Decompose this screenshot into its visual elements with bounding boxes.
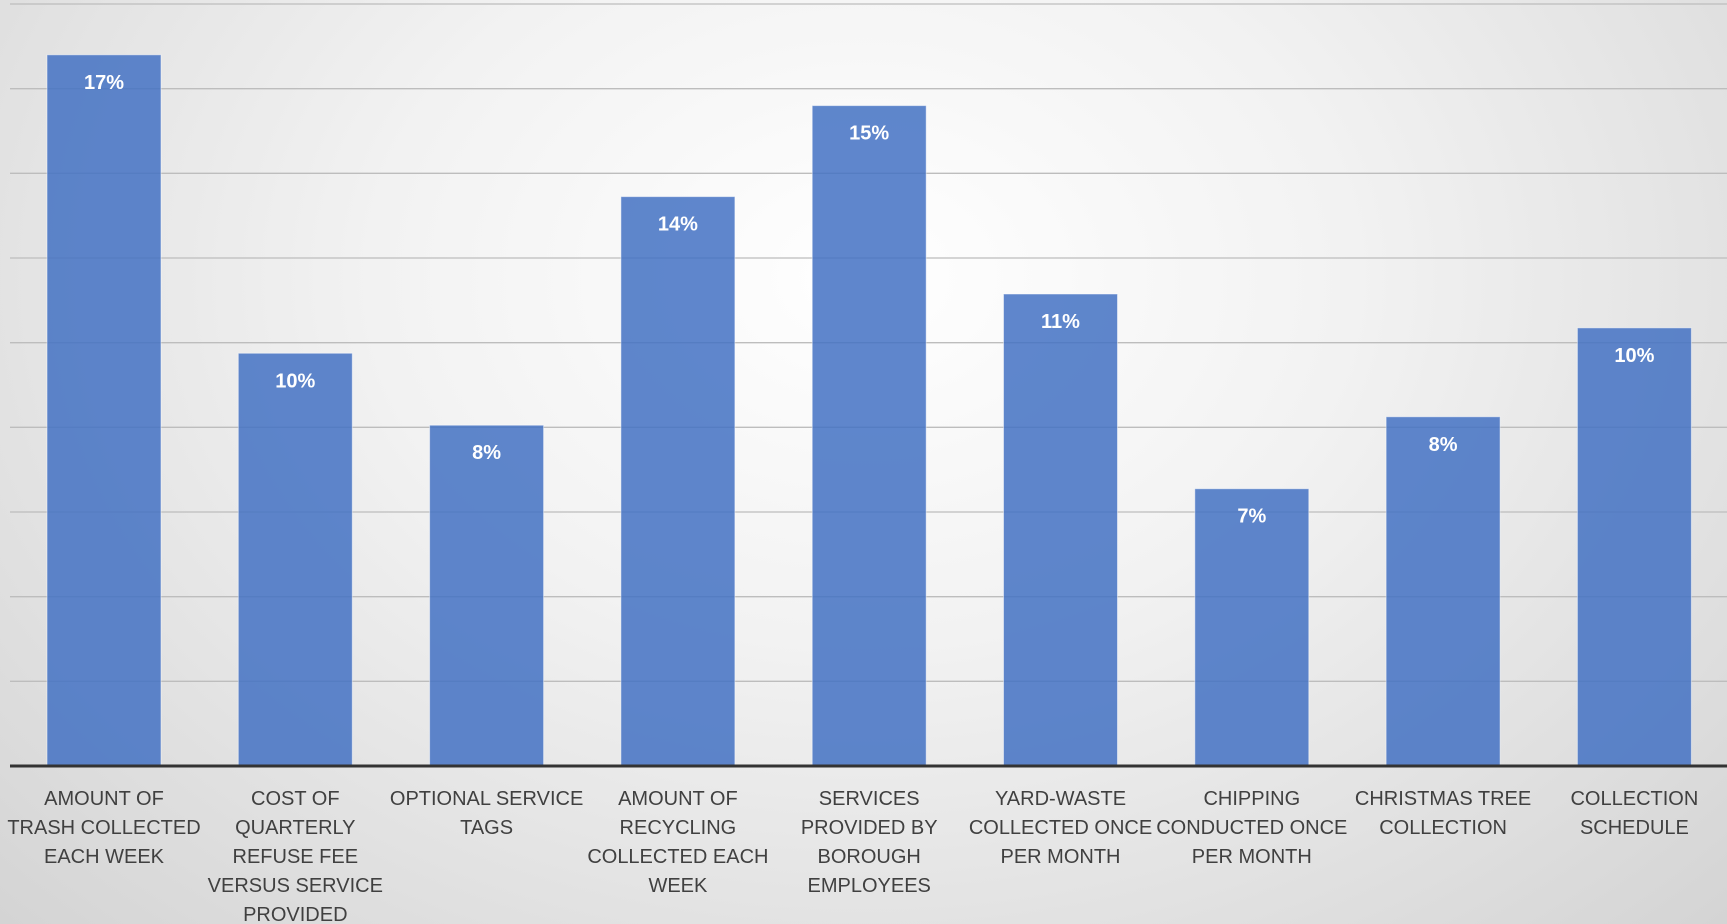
category-label-line: SCHEDULE	[1580, 817, 1689, 839]
category-label-line: CONDUCTED ONCE	[1156, 817, 1347, 839]
category-label-line: TRASH COLLECTED	[7, 817, 200, 839]
category-label-line: TAGS	[460, 817, 513, 839]
category-label: SERVICES PROVIDED BY BOROUGH EMPLOYEES	[801, 788, 938, 897]
bar	[429, 424, 545, 767]
category-label-line: WEEK	[648, 875, 708, 897]
category-label-line: COLLECTED EACH	[587, 846, 768, 868]
category-label-line: YARD-WASTE	[995, 788, 1126, 810]
bar	[1576, 327, 1692, 767]
bar-value-label: 14%	[658, 214, 698, 236]
category-label-line: CHIPPING	[1203, 788, 1300, 810]
category-label-line: AMOUNT OF	[44, 788, 164, 810]
category-label-line: CHRISTMAS TREE	[1355, 788, 1531, 810]
category-label: YARD-WASTE COLLECTED ONCE PER MONTH	[969, 788, 1152, 868]
category-label-line: PER MONTH	[1192, 846, 1312, 868]
category-label: CHRISTMAS TREE COLLECTION	[1355, 788, 1531, 839]
category-label: OPTIONAL SERVICE TAGS	[390, 788, 583, 839]
category-label-line: VERSUS SERVICE	[208, 875, 383, 897]
category-label: AMOUNT OF RECYCLING COLLECTED EACH WEEK	[587, 788, 768, 897]
category-label-line: BOROUGH	[818, 846, 921, 868]
category-label-line: COST OF	[251, 788, 340, 810]
category-label-line: EACH WEEK	[44, 846, 165, 868]
bar-value-label: 15%	[849, 123, 889, 145]
bar-value-label: 10%	[275, 370, 315, 392]
category-label-line: COLLECTION	[1379, 817, 1507, 839]
category-label-line: COLLECTION	[1570, 788, 1698, 810]
category-label-line: COLLECTED ONCE	[969, 817, 1152, 839]
bar-value-label: 7%	[1237, 506, 1266, 528]
bar-value-label: 17%	[84, 72, 124, 94]
category-label-line: SERVICES	[819, 788, 920, 810]
category-label: AMOUNT OF TRASH COLLECTED EACH WEEK	[7, 788, 200, 868]
category-label-line: EMPLOYEES	[808, 875, 931, 897]
category-label: COLLECTION SCHEDULE	[1570, 788, 1698, 839]
bar	[1194, 488, 1310, 767]
value-labels: 17% 10% 8% 14% 15% 11% 7% 8% 10%	[84, 72, 1655, 528]
bar	[237, 352, 353, 767]
category-label-line: PROVIDED BY	[801, 817, 938, 839]
category-label-line: PER MONTH	[1001, 846, 1121, 868]
category-label-line: AMOUNT OF	[618, 788, 738, 810]
category-label-line: QUARTERLY	[235, 817, 355, 839]
bar-value-label: 8%	[1429, 434, 1458, 456]
bar-value-label: 11%	[1041, 311, 1080, 333]
bar	[620, 196, 736, 767]
category-label-line: REFUSE FEE	[233, 846, 359, 868]
category-label-line: OPTIONAL SERVICE	[390, 788, 583, 810]
category-label-line: RECYCLING	[620, 817, 737, 839]
bar-value-label: 8%	[472, 442, 501, 464]
bar	[1385, 416, 1501, 767]
category-labels: AMOUNT OF TRASH COLLECTED EACH WEEK COST OF…	[7, 788, 1698, 924]
bar-value-label: 10%	[1614, 345, 1654, 367]
bar	[1003, 293, 1118, 767]
category-label: CHIPPING CONDUCTED ONCE PER MONTH	[1156, 788, 1347, 868]
category-label: COST OF QUARTERLY REFUSE FEE VERSUS SERVICE…	[208, 788, 383, 924]
bar	[46, 54, 162, 767]
bars	[46, 54, 1692, 767]
category-label-line: PROVIDED	[243, 904, 347, 924]
bar	[811, 105, 927, 767]
